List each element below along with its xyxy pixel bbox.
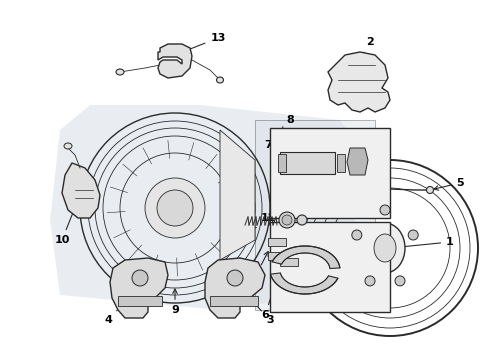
- Circle shape: [351, 230, 361, 240]
- Circle shape: [157, 190, 193, 226]
- Bar: [118, 296, 162, 306]
- Polygon shape: [270, 273, 337, 294]
- Bar: [278, 154, 285, 172]
- Polygon shape: [254, 120, 374, 310]
- Circle shape: [394, 276, 404, 286]
- Text: 2: 2: [356, 37, 373, 64]
- Circle shape: [132, 270, 148, 286]
- Ellipse shape: [64, 143, 72, 149]
- Text: 1: 1: [393, 237, 453, 249]
- Polygon shape: [327, 52, 389, 112]
- Circle shape: [282, 215, 291, 225]
- Text: 7: 7: [264, 140, 277, 162]
- Text: 6: 6: [261, 274, 279, 320]
- Text: 9: 9: [171, 289, 179, 315]
- Polygon shape: [220, 130, 254, 260]
- Text: 4: 4: [104, 291, 135, 325]
- Bar: [280, 258, 297, 266]
- Polygon shape: [204, 258, 264, 318]
- Ellipse shape: [373, 234, 395, 262]
- Circle shape: [279, 212, 294, 228]
- Ellipse shape: [116, 69, 124, 75]
- Bar: [267, 252, 285, 260]
- Bar: [269, 128, 389, 218]
- Polygon shape: [110, 258, 168, 318]
- Text: 11: 11: [248, 252, 267, 280]
- Circle shape: [407, 230, 417, 240]
- Text: 3: 3: [242, 291, 273, 325]
- Circle shape: [364, 276, 374, 286]
- Text: 8: 8: [282, 115, 293, 132]
- Text: 12: 12: [251, 213, 275, 228]
- Polygon shape: [158, 44, 192, 78]
- Bar: [336, 154, 345, 172]
- Ellipse shape: [364, 223, 404, 273]
- Polygon shape: [50, 105, 354, 310]
- Circle shape: [379, 205, 389, 215]
- Ellipse shape: [216, 77, 223, 83]
- Polygon shape: [271, 246, 339, 269]
- Text: 13: 13: [179, 33, 225, 54]
- Polygon shape: [62, 163, 100, 218]
- Bar: [269, 222, 389, 312]
- Polygon shape: [346, 148, 367, 175]
- Bar: [209, 296, 258, 306]
- Text: 10: 10: [54, 199, 79, 245]
- Bar: [280, 152, 334, 174]
- Circle shape: [304, 181, 311, 189]
- Circle shape: [145, 178, 204, 238]
- Text: 5: 5: [433, 178, 463, 190]
- Circle shape: [226, 270, 243, 286]
- Circle shape: [426, 186, 433, 194]
- Circle shape: [296, 215, 306, 225]
- Bar: [267, 238, 285, 246]
